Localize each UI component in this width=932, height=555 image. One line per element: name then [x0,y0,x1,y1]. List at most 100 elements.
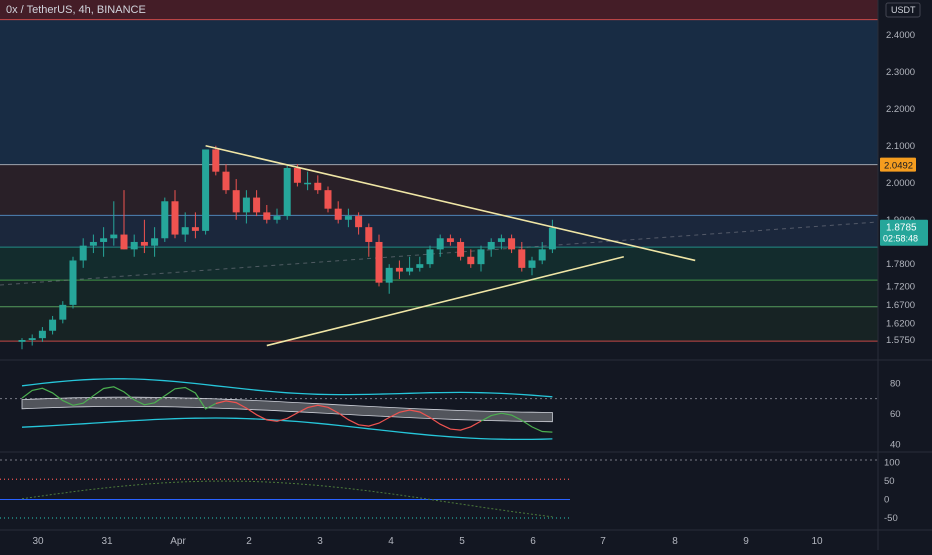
candle-body [130,241,138,250]
candle-body [467,256,475,265]
candle-body [365,227,373,242]
candle-body [59,304,67,320]
candle-body [181,227,189,235]
candle-body [212,149,220,172]
price-tick-label: 2.2000 [886,104,915,115]
candle-body [334,208,342,220]
rsi-lower-line [21,417,553,441]
osc-line [21,480,553,518]
candle-body [263,212,271,220]
candle-body [446,238,454,242]
price-tick-label: 1.7800 [886,259,915,270]
candle-body [242,197,250,213]
rsi-tick-label: 60 [890,409,901,420]
price-tick-label: 2.4000 [886,30,915,41]
candle-body [426,249,434,265]
osc-tick-label: 50 [884,476,895,487]
candle-body [304,182,312,185]
candle-body [202,149,210,231]
candle-body [344,216,352,220]
price-tick-label: 2.3000 [886,67,915,78]
price-tick-label: 1.6200 [886,318,915,329]
rsi-line-green [21,386,217,410]
candle-body [457,241,465,257]
osc-tick-label: 100 [884,458,900,469]
candle-body [120,234,128,250]
candle-body [416,264,424,268]
candle-body [375,241,383,283]
rsi-tick-label: 80 [890,378,901,389]
candle-body [538,249,546,261]
candle-body [355,216,363,228]
price-tick-label: 2.0000 [886,178,915,189]
price-tick-label: 1.6700 [886,300,915,311]
trendline[interactable] [266,255,624,347]
candle-body [79,245,87,261]
trendline[interactable] [205,145,696,262]
zone-band [0,0,878,20]
candle-body [89,241,97,246]
candle-body [171,201,179,235]
candle-body [406,267,414,272]
time-tick-label: 31 [101,536,113,547]
time-tick-label: 6 [530,536,536,547]
candle-body [324,190,332,209]
dashed-trend-line [0,221,879,286]
level-price-text: 2.0492 [884,161,913,172]
current-price-badge [880,219,928,246]
currency-box[interactable] [885,2,921,18]
candle-body [49,319,57,331]
time-tick-label: 30 [32,536,44,547]
zone-band [0,306,878,342]
time-tick-label: 7 [600,536,606,547]
time-tick-label: 10 [811,536,823,547]
candle-body [38,330,46,339]
current-price-text: 1.8785 [886,223,917,234]
zone-band [0,247,878,281]
candle-body [528,260,536,268]
level-price-badge [880,157,916,172]
candle-body [518,249,526,268]
candle-body [69,260,77,305]
time-tick-label: 8 [672,536,678,547]
rsi-line-green-2 [480,412,553,433]
candle-body [28,338,36,340]
rsi-upper-line [21,378,553,398]
candle-body [548,227,556,250]
candle-body [151,238,159,246]
candle-body [232,190,240,213]
osc-tick-label: -50 [884,513,898,524]
candle-body [253,197,261,213]
candle-body [18,340,26,342]
candle-body [222,171,230,191]
candle-body [273,216,281,220]
rsi-tick-label: 40 [890,440,901,451]
symbol-title: 0x / TetherUS, 4h, BINANCE [6,4,146,16]
time-tick-label: Apr [170,536,186,547]
currency-label: USDT [891,5,916,15]
candle-body [191,227,199,231]
zone-band [0,19,878,165]
rsi-line-red [215,400,482,431]
candle-body [497,238,505,242]
time-tick-label: 5 [459,536,465,547]
candle-body [110,234,118,239]
zone-band [0,164,878,216]
candle-body [395,267,403,272]
candle-body [161,201,169,239]
countdown-text: 02:58:48 [883,234,918,244]
candle-body [508,238,516,250]
candle-body [487,241,495,250]
price-tick-label: 2.1000 [886,141,915,152]
time-tick-label: 2 [246,536,252,547]
price-tick-label: 1.7200 [886,281,915,292]
candle-body [385,267,393,283]
time-tick-label: 9 [743,536,749,547]
price-tick-label: 1.5750 [886,335,915,346]
candle-body [477,249,485,265]
candle-body [140,241,148,246]
candle-body [293,167,301,183]
time-tick-label: 3 [317,536,323,547]
